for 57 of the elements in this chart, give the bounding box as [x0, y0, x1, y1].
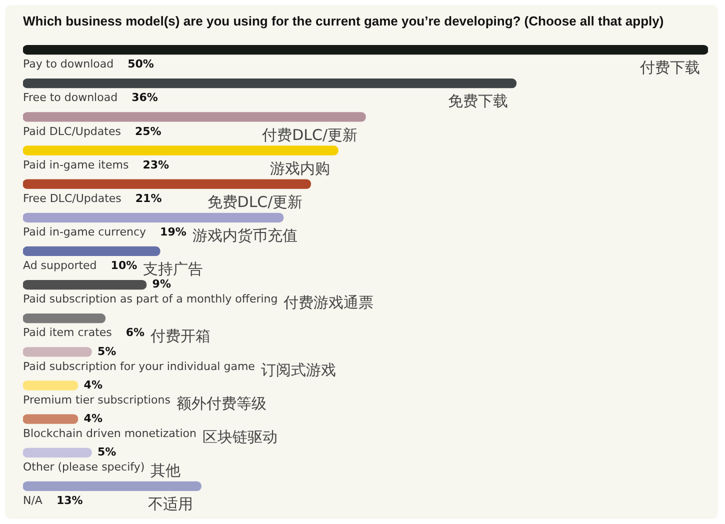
y-tick-label: N/A: [23, 494, 43, 508]
annotation: 付费开箱: [150, 327, 211, 346]
y-tick-label: Paid item crates: [23, 326, 112, 340]
data-label: 9%: [152, 278, 171, 291]
data-label: 21%: [135, 192, 162, 205]
bar: [23, 481, 202, 492]
data-label: 13%: [56, 494, 83, 508]
bar: [23, 179, 312, 189]
bar: [23, 347, 92, 357]
data-label: 4%: [84, 378, 102, 392]
data-label: 25%: [134, 124, 162, 138]
y-tick-label: Blockchain driven monetization: [23, 426, 197, 440]
annotation: 付费DLC/更新: [261, 126, 358, 144]
annotation: 额外付费等级: [176, 394, 266, 412]
annotation: 区块链驱动: [202, 428, 278, 446]
annotation: 游戏内货币充值: [192, 226, 298, 245]
data-label: 5%: [98, 344, 116, 358]
bar: [23, 380, 78, 390]
y-tick-label: Paid DLC/Updates: [23, 124, 122, 138]
y-tick-label: Paid subscription for your individual game: [23, 360, 256, 373]
y-tick-label: Paid in-game items: [23, 158, 129, 172]
annotation: 付费游戏通票: [282, 294, 374, 312]
bar: [23, 246, 160, 256]
y-tick-label: Free to download: [23, 91, 118, 104]
data-label: 6%: [126, 326, 145, 340]
annotation: 不适用: [148, 495, 194, 514]
data-label: 10%: [110, 259, 138, 272]
data-label: 5%: [98, 446, 116, 458]
data-label: 50%: [128, 58, 154, 71]
y-tick-label: Other (please specify): [23, 460, 145, 474]
bar: [23, 78, 517, 88]
bar: [23, 448, 92, 458]
bar: [23, 414, 78, 424]
y-tick-label: Ad supported: [23, 259, 97, 272]
y-tick-label: Paid in-game currency: [23, 226, 147, 238]
data-label: 4%: [84, 412, 102, 425]
y-tick-label: Pay to download: [23, 58, 114, 71]
annotation: 支持广告: [143, 260, 204, 278]
bar: [23, 280, 147, 290]
bar: [23, 212, 284, 222]
y-tick-label: Premium tier subscriptions: [23, 393, 171, 406]
bar: [23, 146, 338, 156]
annotation: 游戏内购: [270, 159, 330, 178]
bar: [23, 314, 106, 324]
y-tick-label: Free DLC/Updates: [23, 192, 122, 205]
y-tick-label: Paid subscription as part of a monthly offering: [23, 292, 278, 306]
data-label: 19%: [160, 226, 186, 238]
annotation: 其他: [150, 462, 181, 480]
data-label: 23%: [142, 158, 170, 172]
annotation: 免费DLC/更新: [207, 192, 303, 211]
data-label: 36%: [132, 91, 158, 104]
annotation: 订阅式游戏: [260, 360, 336, 379]
bar: [23, 44, 708, 55]
chart-title: Which business model(s) are you using for the current game you’re developing? (Choose all that apply): [23, 14, 664, 29]
annotation: 免费下载: [448, 92, 508, 110]
bar: [23, 112, 366, 122]
annotation: 付费下载: [639, 58, 700, 77]
